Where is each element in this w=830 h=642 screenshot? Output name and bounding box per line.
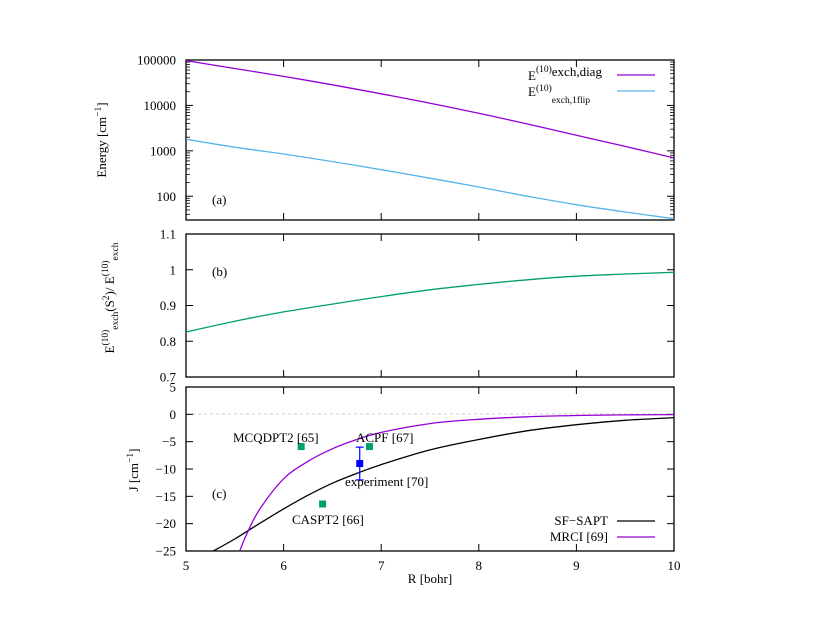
panel-b-ylabel: E(10)exch(S2)/ E(10)exch	[100, 242, 121, 353]
panel-a-lines	[186, 60, 674, 220]
xtick-label: 10	[668, 558, 681, 573]
ytick-label: 1	[170, 262, 177, 277]
panel-a: 100 1000 10000 100000 (a) Energy [cm−1] E(1…	[94, 53, 675, 221]
panel-a-yticks: 100 1000 10000 100000	[137, 53, 674, 221]
panel-c-label: (c)	[212, 486, 226, 501]
ytick-label: 5	[170, 380, 177, 395]
panel-b-lines	[186, 271, 674, 333]
ytick-label: 10000	[144, 98, 177, 113]
ytick-label: 100	[157, 189, 177, 204]
xtick-label: 8	[476, 558, 483, 573]
series-line-c-1	[239, 413, 674, 551]
data-point	[365, 443, 373, 451]
data-point	[319, 500, 327, 508]
legend-entry-sfsapt: SF−SAPT	[554, 513, 608, 528]
ytick-label: 0.9	[160, 298, 176, 313]
annotation-experiment: experiment [70]	[345, 474, 428, 489]
ytick-label: 1.1	[160, 227, 176, 242]
legend-entry-mrci: MRCI [69]	[550, 529, 608, 544]
annotation-mcqdpt2: MCQDPT2 [65]	[233, 430, 319, 445]
ytick-label: −25	[156, 544, 176, 559]
ytick-label: −10	[156, 462, 176, 477]
panel-b-xticks	[185, 234, 675, 377]
xtick-label: 5	[183, 558, 190, 573]
legend-entry-diag: E(10)exch,diag	[528, 64, 602, 83]
series-line-a-0	[186, 60, 674, 159]
experiment-point	[356, 460, 364, 468]
legend-entry-1flip: E(10)exch,1flip	[528, 83, 590, 106]
panel-c-xlabel: R [bohr]	[408, 571, 452, 586]
panel-c-points	[297, 443, 373, 508]
ytick-label: 0.8	[160, 334, 176, 349]
annotation-acpf: ACPF [67]	[356, 430, 413, 445]
panel-b-label: (b)	[212, 264, 227, 279]
panel-a-ylabel: Energy [cm−1]	[94, 102, 109, 177]
ytick-label: −20	[156, 516, 176, 531]
panel-a-frame	[185, 59, 675, 221]
series-line-a-1	[186, 138, 674, 220]
panel-b: 0.7 0.8 0.9 1 1.1 (b) E(10)exch(S2)/ E(10)ex…	[100, 227, 675, 385]
data-point	[297, 443, 305, 451]
xtick-label: 7	[378, 558, 385, 573]
ytick-label: 0.7	[160, 370, 177, 385]
panel-a-legend: E(10)exch,diag E(10)exch,1flip	[528, 64, 655, 106]
panel-c-legend: SF−SAPT MRCI [69]	[550, 513, 655, 544]
panel-a-xticks	[185, 60, 675, 220]
panel-b-yticks: 0.7 0.8 0.9 1 1.1	[160, 227, 674, 385]
series-line-b-0	[186, 271, 674, 333]
ytick-label: 1000	[150, 143, 176, 158]
ytick-label: −5	[162, 434, 176, 449]
panel-b-frame	[185, 233, 675, 378]
panel-c-ylabel: J [cm−1]	[126, 449, 141, 492]
annotation-caspt2: CASPT2 [66]	[292, 512, 364, 527]
ytick-label: −15	[156, 489, 176, 504]
panel-c: −25 −20 −15 −10 −5 0 5 5 6 7 8 9 10 (c) J [cm−1] R …	[126, 380, 681, 587]
panel-c-lines	[212, 413, 674, 551]
panel-a-label: (a)	[212, 192, 226, 207]
ytick-label: 0	[170, 407, 177, 422]
xtick-label: 6	[280, 558, 287, 573]
xtick-label: 9	[573, 558, 580, 573]
panel-c-yticks: −25 −20 −15 −10 −5 0 5	[156, 380, 674, 559]
series-line-c-0	[212, 416, 674, 551]
panel-c-xticks: 5 6 7 8 9 10	[183, 387, 681, 573]
ytick-label: 100000	[137, 53, 176, 68]
